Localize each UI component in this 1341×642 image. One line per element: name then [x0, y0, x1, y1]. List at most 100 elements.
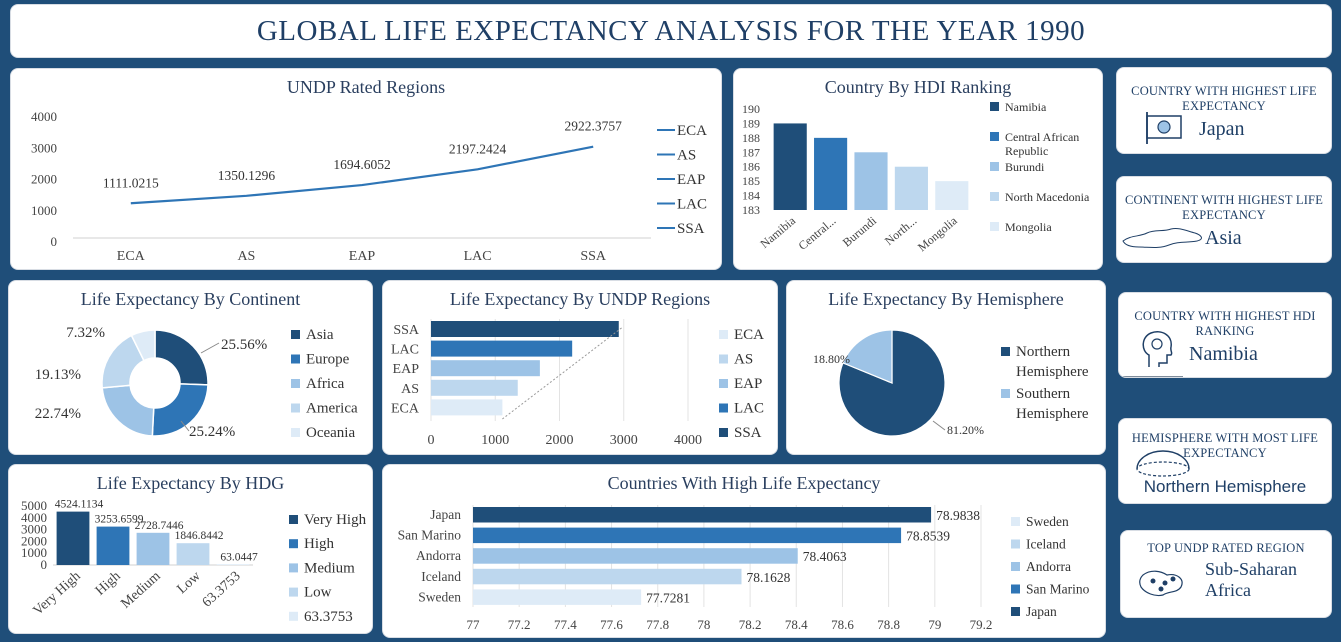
x-tick-label: 77: [467, 617, 481, 632]
kpi-label: COUNTRY WITH HIGHEST HDI RANKING: [1134, 309, 1316, 338]
y-tick-label: Japan: [430, 507, 461, 522]
hdi-bar-chart: 183184185186187188189190NamibiaCentral..…: [742, 100, 1090, 254]
x-tick-label: Namibia: [757, 213, 798, 251]
data-label: 1111.0215: [103, 175, 159, 190]
x-tick-label: Low: [175, 568, 205, 597]
kpi-label: TOP UNDP RATED REGION: [1147, 541, 1305, 555]
donut-slice: [154, 329, 209, 386]
legend-label: LAC: [677, 197, 707, 213]
y-tick-label: 3000: [21, 522, 47, 537]
legend-item-swatch: [719, 354, 728, 364]
bar: [96, 526, 130, 565]
legend-label: SSA: [677, 221, 705, 237]
data-label: 78.9838: [936, 508, 980, 523]
kpi-value: Asia: [1205, 227, 1242, 249]
legend-item-label: Burundi: [1005, 160, 1045, 174]
bar: [814, 137, 848, 210]
x-tick-label: 77.4: [554, 617, 577, 632]
kpi-label: HEMISPHERE WITH MOST LIFE EXPECTANCY: [1131, 431, 1319, 460]
legend-item-label: Iceland: [1026, 537, 1066, 552]
bar: [56, 511, 90, 565]
dashboard-title-bar: GLOBAL LIFE EXPECTANCY ANALYSIS FOR THE …: [10, 4, 1332, 58]
chart-title: Countries With High Life Expectancy: [607, 473, 881, 493]
y-tick-label: 3000: [31, 140, 57, 155]
y-tick-label: LAC: [391, 343, 419, 358]
x-tick-label: Burundi: [840, 213, 880, 249]
y-tick-label: SSA: [393, 323, 420, 338]
data-label: 78.1628: [747, 570, 791, 585]
bar: [136, 532, 170, 565]
legend-item-swatch: [990, 222, 999, 231]
legend-item-label: Africa: [306, 376, 345, 392]
y-tick-label: 2000: [31, 172, 57, 187]
y-tick-label: 0: [41, 557, 48, 572]
legend-item-label: EAP: [734, 376, 762, 392]
bar: [854, 152, 888, 210]
data-label: 1846.8442: [175, 530, 224, 542]
y-tick-label: 189: [742, 116, 760, 130]
data-label: 4524.1134: [55, 499, 104, 511]
map-icon: [1122, 228, 1202, 248]
legend-item-swatch: [289, 563, 298, 573]
legend-item-swatch: [990, 192, 999, 201]
legend-item-swatch: [719, 428, 728, 437]
x-tick-label: High: [93, 569, 124, 599]
x-tick-label: Mongolia: [915, 213, 960, 254]
legend-item-swatch: [291, 330, 300, 339]
legend-item-label: Mongolia: [1005, 220, 1052, 234]
legend-item-label: America: [306, 401, 358, 417]
legend-item-label: Asia: [306, 327, 334, 343]
y-tick-label: 184: [742, 189, 760, 203]
kpi-card-hemisphere: HEMISPHERE WITH MOST LIFE EXPECTANCY Nor…: [1118, 418, 1332, 504]
x-tick-label: 1000: [481, 433, 509, 448]
y-tick-label: 5000: [21, 498, 47, 513]
data-label: 78.8539: [906, 529, 950, 544]
legend-item-label: AS: [734, 352, 753, 368]
kpi-card-highest-continent: CONTINENT WITH HIGHEST LIFE EXPECTANCY A…: [1116, 176, 1332, 263]
data-label: 2197.2424: [449, 141, 507, 156]
x-tick-label: North...: [882, 214, 919, 249]
kpi-card-highest-country: COUNTRY WITH HIGHEST LIFE EXPECTANCY Jap…: [1116, 67, 1332, 154]
legend-item-label: Southern Hemisphere: [1016, 386, 1089, 422]
chart-title: Life Expectancy By Continent: [80, 289, 301, 309]
continent-donut-card: Life Expectancy By Continent 25.56% 25.24…: [8, 280, 373, 455]
x-tick-label: 79: [928, 617, 941, 632]
x-tick-label: 78.4: [785, 617, 808, 632]
y-tick-label: 1000: [31, 203, 57, 218]
bar: [773, 123, 807, 210]
legend-item-swatch: [990, 132, 999, 141]
x-tick-label: 79.2: [970, 617, 993, 632]
data-label: 77.7281: [646, 590, 690, 605]
continent-donut-chart: 25.56% 25.24% 22.74% 19.13% 7.32% Asia Europe A…: [35, 325, 358, 441]
data-label: 63.0447: [220, 551, 258, 563]
x-tick-label: 2000: [546, 433, 574, 448]
legend-item-label: ECA: [734, 327, 764, 343]
legend-item-swatch: [289, 539, 298, 549]
legend-item-swatch: [291, 354, 300, 364]
data-label: 18.80%: [813, 352, 850, 366]
legend-item-swatch: [1001, 347, 1010, 356]
donut-slice: [101, 384, 155, 437]
chart-title: UNDP Rated Regions: [286, 77, 446, 97]
chart-title: Life Expectancy By UNDP Regions: [449, 289, 711, 309]
legend-item-label: North Macedonia: [1005, 190, 1090, 204]
hdi-bar-card: Country By HDI Ranking 183 184 185 186 187 18…: [733, 68, 1103, 270]
donut-slice: [130, 329, 156, 362]
head-icon: [1119, 331, 1183, 377]
countries-hbar-chart: 77 77.2 77.4 77.6 77.8 78 78.2 78.4 78.6 78.8 79 79…: [398, 505, 1090, 632]
data-label: 3253.6599: [95, 514, 144, 526]
kpi-value: Namibia: [1189, 343, 1258, 365]
undp-line-card: UNDP Rated Regions 0 1000 2000 3000 4000 ECA A…: [10, 68, 722, 270]
y-tick-label: Iceland: [421, 569, 461, 584]
x-tick-label: LAC: [464, 249, 492, 264]
legend-item-label: Sweden: [1026, 514, 1069, 529]
kpi-card-top-region: TOP UNDP RATED REGION Sub-Saharan Africa: [1120, 530, 1332, 618]
legend-item-swatch: [990, 102, 999, 111]
y-tick-label: Andorra: [416, 548, 461, 563]
bar: [473, 568, 742, 585]
data-label: 2922.3757: [565, 119, 623, 134]
x-tick-label: 77.8: [646, 617, 669, 632]
legend-item-label: LAC: [734, 401, 764, 417]
legend-item-swatch: [990, 162, 999, 171]
bar: [431, 399, 503, 416]
